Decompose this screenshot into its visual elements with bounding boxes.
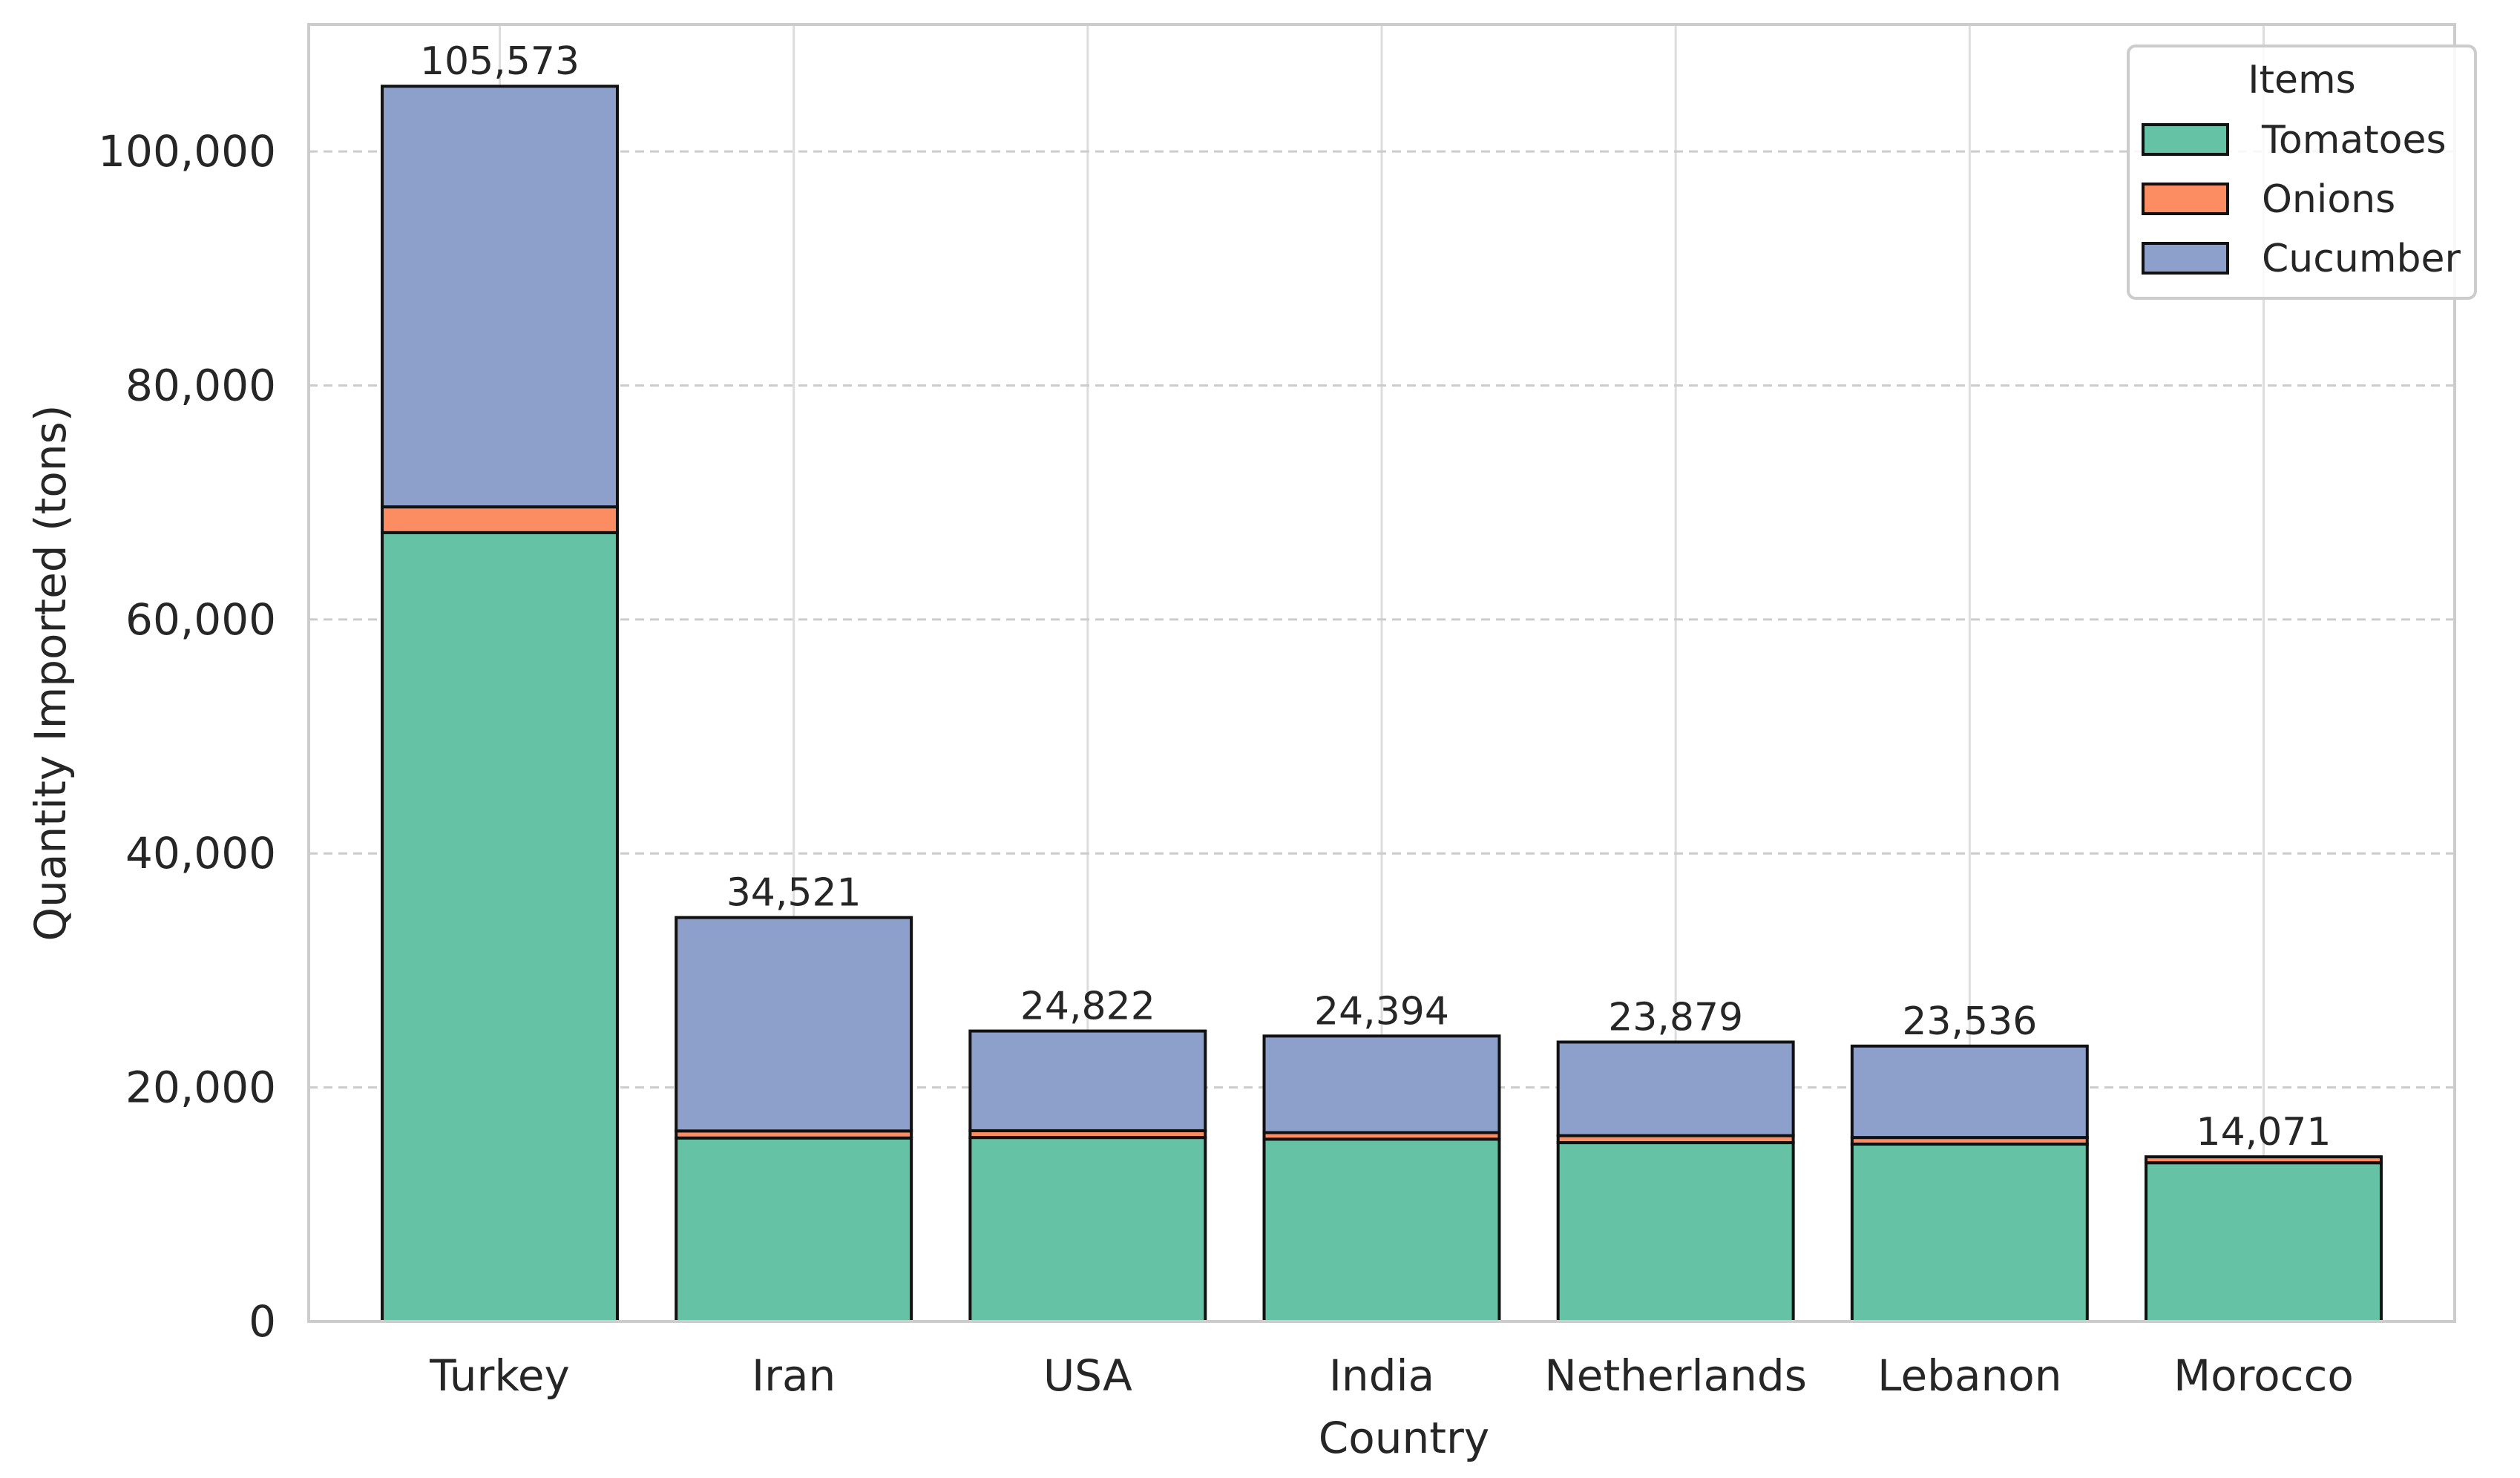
plot-frame bbox=[307, 23, 2456, 1323]
bar-tomatoes-usa bbox=[968, 1136, 1207, 1324]
legend-swatch-tomatoes bbox=[2142, 123, 2229, 156]
total-label-india: 24,394 bbox=[1314, 989, 1449, 1034]
legend-title: Items bbox=[2248, 58, 2355, 102]
x-tick-label: Turkey bbox=[429, 1350, 570, 1401]
y-tick-label: 80,000 bbox=[125, 360, 276, 410]
legend-label-cucumber: Cucumber bbox=[2262, 237, 2461, 281]
x-axis: Turkey Iran USA India Netherlands Lebanon Moro… bbox=[429, 1350, 2354, 1401]
bar-tomatoes-morocco bbox=[2145, 1161, 2383, 1324]
legend: Items Tomatoes Onions Cucumber bbox=[2127, 45, 2477, 300]
total-label-netherlands: 23,879 bbox=[1608, 995, 1743, 1039]
bar-cucumber-india bbox=[1262, 1034, 1501, 1134]
x-tick-label: India bbox=[1329, 1350, 1434, 1401]
total-label-iran: 34,521 bbox=[726, 871, 862, 916]
x-tick-label: Netherlands bbox=[1544, 1350, 1807, 1401]
bar-onions-morocco bbox=[2145, 1155, 2383, 1165]
bar-cucumber-usa bbox=[968, 1029, 1207, 1132]
y-tick-label: 40,000 bbox=[125, 828, 276, 878]
total-labels: 105,573 34,521 24,822 24,394 23,879 23,536 14,… bbox=[420, 39, 2331, 1155]
bar-tomatoes-lebanon bbox=[1850, 1142, 2089, 1323]
y-tick-label: 100,000 bbox=[98, 126, 276, 177]
bar-tomatoes-netherlands bbox=[1556, 1141, 1795, 1324]
y-tick-label: 20,000 bbox=[125, 1062, 276, 1113]
legend-box bbox=[2127, 45, 2477, 300]
legend-label-tomatoes: Tomatoes bbox=[2261, 118, 2447, 162]
total-label-morocco: 14,071 bbox=[2196, 1110, 2332, 1155]
legend-swatch-cucumber bbox=[2142, 242, 2229, 275]
legend-swatch-onions bbox=[2142, 183, 2229, 215]
bar-onions-turkey bbox=[381, 505, 619, 534]
total-label-lebanon: 23,536 bbox=[1902, 999, 2037, 1044]
total-label-turkey: 105,573 bbox=[420, 39, 580, 84]
grid bbox=[309, 24, 2455, 1321]
x-axis-label: Country bbox=[1319, 1413, 1489, 1463]
bar-cucumber-turkey bbox=[381, 85, 619, 509]
x-tick-label: Morocco bbox=[2173, 1350, 2354, 1401]
x-tick-label: Iran bbox=[752, 1350, 836, 1401]
bars bbox=[381, 85, 2383, 1324]
bar-cucumber-iran bbox=[675, 916, 913, 1133]
bar-tomatoes-india bbox=[1262, 1137, 1501, 1324]
y-axis: 0 20,000 40,000 60,000 80,000 100,000 bbox=[98, 126, 276, 1347]
x-tick-label: Lebanon bbox=[1877, 1350, 2061, 1401]
y-axis-label: Quantity Imported (tons) bbox=[25, 405, 76, 942]
bar-cucumber-netherlands bbox=[1556, 1040, 1795, 1137]
y-tick-label: 60,000 bbox=[125, 594, 276, 645]
y-tick-label: 0 bbox=[249, 1296, 276, 1347]
x-tick-label: USA bbox=[1043, 1350, 1132, 1401]
total-label-usa: 24,822 bbox=[1020, 985, 1155, 1029]
bar-tomatoes-turkey bbox=[381, 531, 619, 1324]
bar-cucumber-lebanon bbox=[1850, 1044, 2089, 1140]
legend-label-onions: Onions bbox=[2262, 177, 2395, 222]
bar-tomatoes-iran bbox=[675, 1136, 913, 1324]
